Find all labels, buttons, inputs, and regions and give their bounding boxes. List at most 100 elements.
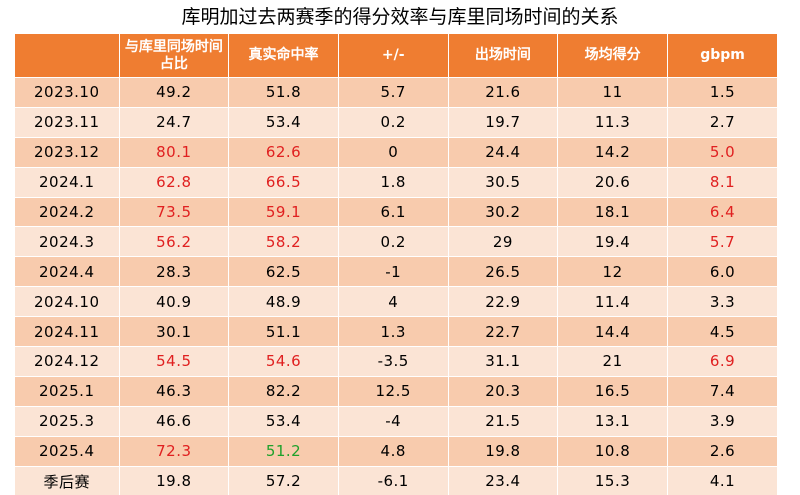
cell-plus-minus: 12.5 <box>338 376 448 406</box>
cell-period: 2023.12 <box>15 137 119 167</box>
cell-curry-overlap: 72.3 <box>119 436 229 466</box>
cell-curry-overlap: 46.6 <box>119 406 229 436</box>
cell-minutes: 24.4 <box>448 137 558 167</box>
cell-curry-overlap: 62.8 <box>119 167 229 197</box>
cell-points: 14.4 <box>558 317 668 347</box>
header-cell-plus-minus: +/- <box>338 34 448 78</box>
cell-minutes: 30.5 <box>448 167 558 197</box>
cell-plus-minus: 0 <box>338 137 448 167</box>
cell-true-shooting: 51.2 <box>229 436 339 466</box>
cell-curry-overlap: 80.1 <box>119 137 229 167</box>
cell-curry-overlap: 40.9 <box>119 287 229 317</box>
cell-minutes: 19.8 <box>448 436 558 466</box>
cell-gbpm: 6.9 <box>667 347 777 377</box>
cell-plus-minus: -4 <box>338 406 448 436</box>
cell-period: 2024.2 <box>15 197 119 227</box>
cell-points: 21 <box>558 347 668 377</box>
cell-true-shooting: 62.6 <box>229 137 339 167</box>
cell-gbpm: 3.9 <box>667 406 777 436</box>
cell-plus-minus: 1.8 <box>338 167 448 197</box>
cell-minutes: 19.7 <box>448 107 558 137</box>
cell-true-shooting: 53.4 <box>229 107 339 137</box>
cell-curry-overlap: 73.5 <box>119 197 229 227</box>
cell-true-shooting: 58.2 <box>229 227 339 257</box>
cell-gbpm: 7.4 <box>667 376 777 406</box>
cell-curry-overlap: 54.5 <box>119 347 229 377</box>
cell-minutes: 20.3 <box>448 376 558 406</box>
cell-points: 11.3 <box>558 107 668 137</box>
cell-plus-minus: 1.3 <box>338 317 448 347</box>
cell-plus-minus: 0.2 <box>338 107 448 137</box>
cell-points: 13.1 <box>558 406 668 436</box>
cell-period: 2024.11 <box>15 317 119 347</box>
cell-points: 18.1 <box>558 197 668 227</box>
cell-curry-overlap: 28.3 <box>119 257 229 287</box>
cell-period: 2024.10 <box>15 287 119 317</box>
cell-plus-minus: -1 <box>338 257 448 287</box>
cell-plus-minus: 4 <box>338 287 448 317</box>
cell-true-shooting: 51.8 <box>229 78 339 108</box>
cell-curry-overlap: 30.1 <box>119 317 229 347</box>
cell-points: 16.5 <box>558 376 668 406</box>
cell-points: 19.4 <box>558 227 668 257</box>
cell-period: 2025.4 <box>15 436 119 466</box>
cell-period: 2023.10 <box>15 78 119 108</box>
cell-curry-overlap: 49.2 <box>119 78 229 108</box>
cell-gbpm: 5.0 <box>667 137 777 167</box>
cell-true-shooting: 53.4 <box>229 406 339 436</box>
cell-minutes: 22.7 <box>448 317 558 347</box>
cell-minutes: 21.5 <box>448 406 558 436</box>
cell-minutes: 26.5 <box>448 257 558 287</box>
cell-period: 2024.4 <box>15 257 119 287</box>
header-cell-curry-overlap: 与库里同场时间占比 <box>119 34 229 78</box>
cell-period: 2025.1 <box>15 376 119 406</box>
cell-points: 10.8 <box>558 436 668 466</box>
cell-plus-minus: 4.8 <box>338 436 448 466</box>
cell-curry-overlap: 24.7 <box>119 107 229 137</box>
cell-gbpm: 5.7 <box>667 227 777 257</box>
cell-true-shooting: 59.1 <box>229 197 339 227</box>
cell-curry-overlap: 56.2 <box>119 227 229 257</box>
cell-period: 2023.11 <box>15 107 119 137</box>
cell-plus-minus: 5.7 <box>338 78 448 108</box>
cell-points: 12 <box>558 257 668 287</box>
cell-gbpm: 4.5 <box>667 317 777 347</box>
cell-gbpm: 2.6 <box>667 436 777 466</box>
cell-points: 14.2 <box>558 137 668 167</box>
header-cell-true-shooting: 真实命中率 <box>229 34 339 78</box>
cell-gbpm: 2.7 <box>667 107 777 137</box>
cell-minutes: 21.6 <box>448 78 558 108</box>
header-cell-minutes: 出场时间 <box>448 34 558 78</box>
chart-title: 库明加过去两赛季的得分效率与库里同场时间的关系 <box>0 3 800 31</box>
cell-plus-minus: -3.5 <box>338 347 448 377</box>
cell-period: 2024.1 <box>15 167 119 197</box>
cell-gbpm: 8.1 <box>667 167 777 197</box>
cell-true-shooting: 82.2 <box>229 376 339 406</box>
cell-plus-minus: 6.1 <box>338 197 448 227</box>
cell-points: 11.4 <box>558 287 668 317</box>
header-cell-points: 场均得分 <box>558 34 668 78</box>
cell-gbpm: 6.0 <box>667 257 777 287</box>
header-row: 与库里同场时间占比 真实命中率 +/- 出场时间 场均得分 gbpm <box>15 34 777 78</box>
cell-points: 11 <box>558 78 668 108</box>
cell-true-shooting: 48.9 <box>229 287 339 317</box>
cell-points: 20.6 <box>558 167 668 197</box>
cell-gbpm: 6.4 <box>667 197 777 227</box>
cell-true-shooting: 51.1 <box>229 317 339 347</box>
cell-gbpm: 1.5 <box>667 78 777 108</box>
cell-period: 2025.3 <box>15 406 119 436</box>
cell-true-shooting: 54.6 <box>229 347 339 377</box>
